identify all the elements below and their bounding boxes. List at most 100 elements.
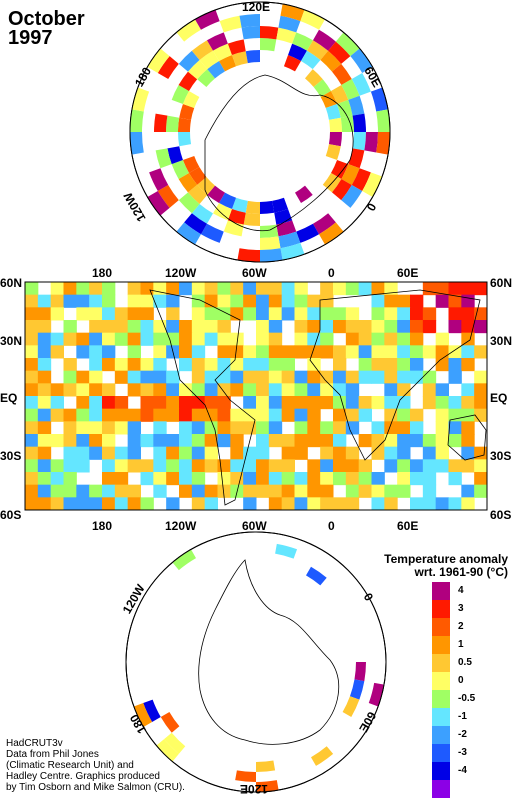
anomaly-cell (345, 345, 360, 359)
anomaly-cell (397, 408, 411, 422)
anomaly-cell (294, 282, 308, 296)
anomaly-cell (166, 370, 180, 384)
anomaly-cell (332, 63, 352, 85)
anomaly-cell (102, 472, 116, 486)
anomaly-cell (333, 408, 347, 422)
anomaly-cell (50, 282, 64, 296)
anomaly-cell (102, 459, 116, 473)
anomaly-cell (397, 421, 411, 435)
anomaly-cell (178, 173, 198, 193)
anomaly-cell (140, 408, 154, 422)
anomaly-cell (191, 204, 213, 224)
anomaly-cell (461, 446, 475, 460)
anomaly-cell (333, 320, 347, 334)
anomaly-cell (320, 472, 334, 486)
anomaly-cell (217, 370, 231, 384)
anomaly-cell (371, 396, 385, 410)
anomaly-cell (102, 358, 116, 372)
anomaly-cell (160, 712, 180, 733)
anomaly-cell (348, 148, 365, 169)
anomaly-cell (371, 497, 385, 511)
anomaly-cell (333, 421, 347, 435)
legend-value: -3 (458, 747, 467, 758)
anomaly-cell (307, 358, 321, 372)
anomaly-cell (37, 294, 52, 308)
anomaly-cell (461, 396, 475, 410)
south-anomaly-cells (133, 543, 385, 792)
anomaly-cell (76, 307, 90, 321)
anomaly-cell (397, 484, 411, 498)
anomaly-cell (153, 383, 167, 397)
anomaly-cell (410, 421, 424, 435)
anomaly-cell (127, 307, 141, 321)
anomaly-cell (127, 434, 141, 448)
anomaly-cell (114, 320, 129, 334)
anomaly-cell (155, 148, 172, 169)
anomaly-cell (384, 294, 398, 308)
anomaly-cell (256, 408, 270, 422)
anomaly-cell (320, 421, 334, 435)
anomaly-cell (384, 358, 398, 372)
anomaly-cell (63, 320, 77, 334)
anomaly-cell (207, 32, 228, 51)
anomaly-cell (345, 421, 360, 435)
anomaly-cell (63, 294, 77, 308)
anomaly-cell (153, 472, 167, 486)
anomaly-cell (204, 383, 218, 397)
anomaly-cell (207, 185, 225, 204)
anomaly-cell (204, 320, 218, 334)
anomaly-cell (376, 132, 391, 155)
anomaly-cell (176, 19, 201, 42)
anomaly-cell (217, 434, 231, 448)
anomaly-cell (217, 358, 231, 372)
anomaly-cell (191, 472, 206, 486)
anomaly-cell (345, 307, 360, 321)
anomaly-cell (281, 383, 295, 397)
anomaly-cell (140, 472, 154, 486)
anomaly-cell (448, 459, 462, 473)
anomaly-cell (422, 370, 437, 384)
legend-swatch (432, 762, 450, 780)
anomaly-cell (325, 103, 341, 120)
anomaly-cell (371, 484, 385, 498)
anomaly-cell (179, 396, 193, 410)
anomaly-cell (384, 345, 398, 359)
anomaly-cell (191, 345, 206, 359)
anomaly-cell (230, 383, 244, 397)
anomaly-cell (294, 421, 308, 435)
anomaly-cell (166, 307, 180, 321)
anomaly-cell (307, 434, 321, 448)
anomaly-cell (166, 320, 180, 334)
anomaly-cell (260, 248, 283, 262)
anomaly-cell (178, 71, 198, 91)
anomaly-cell (397, 472, 411, 486)
anomaly-cell (384, 434, 398, 448)
anomaly-cell (191, 497, 206, 511)
anomaly-cell (127, 446, 141, 460)
anomaly-cell (397, 307, 411, 321)
anomaly-cell (275, 543, 298, 559)
anomaly-cell (422, 383, 437, 397)
anomaly-cell (410, 332, 424, 346)
anomaly-cell (345, 320, 360, 334)
anomaly-cell (384, 484, 398, 498)
anomaly-cell (320, 396, 334, 410)
anomaly-cell (422, 484, 437, 498)
legend-value: 1 (458, 639, 464, 650)
anomaly-cell (230, 332, 244, 346)
anomaly-cell (281, 408, 295, 422)
anomaly-cell (25, 484, 39, 498)
anomaly-cell (362, 172, 383, 197)
anomaly-cell (288, 43, 307, 61)
anomaly-cell (333, 307, 347, 321)
left-label-60n: 60N (0, 276, 23, 290)
legend-value: 4 (458, 585, 464, 596)
anomaly-cell (230, 294, 244, 308)
anomaly-cell (243, 421, 257, 435)
anomaly-cell (217, 345, 231, 359)
anomaly-cell (435, 434, 449, 448)
anomaly-cell (268, 345, 283, 359)
anomaly-cell (371, 421, 385, 435)
top-label-60w: 60W (242, 266, 267, 280)
